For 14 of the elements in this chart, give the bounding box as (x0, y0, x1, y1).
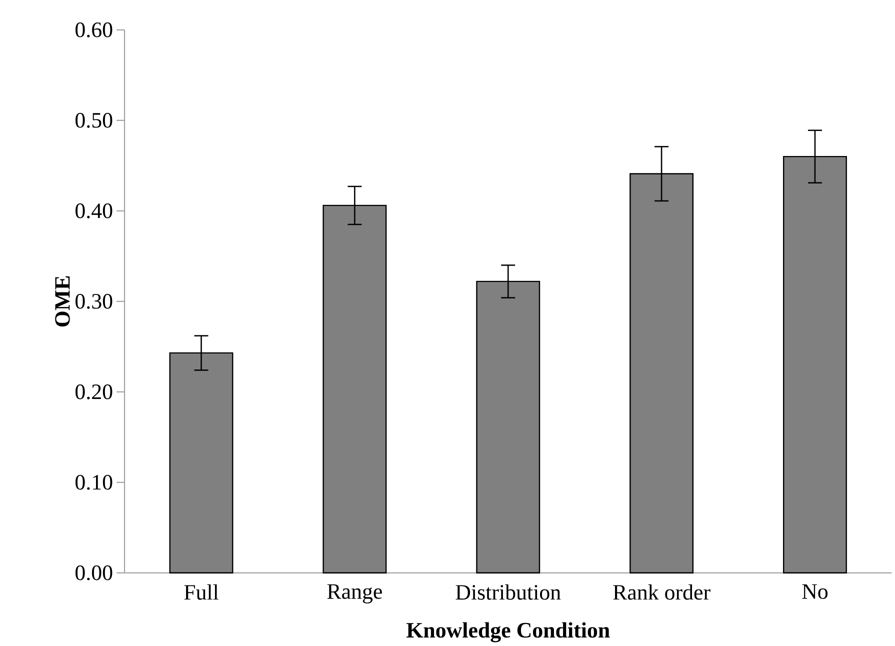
y-tick-label: 0.50 (76, 113, 112, 128)
x-tick-label: Range (327, 584, 382, 604)
x-tick-label: No (802, 584, 828, 600)
y-tick-label: 0.60 (76, 22, 112, 38)
y-tick-label: 0.00 (76, 566, 112, 581)
y-tick-label: 0.20 (76, 384, 112, 400)
y-tick-label: 0.30 (76, 294, 112, 310)
x-axis-title: Knowledge Condition (406, 622, 610, 642)
x-tick-label: Distribution (456, 584, 561, 600)
x-tick-label: Full (184, 584, 218, 600)
y-axis-title: OME (55, 276, 70, 327)
y-tick-label: 0.10 (76, 475, 112, 490)
y-tick-label: 0.40 (76, 204, 112, 219)
x-tick-label: Rank order (613, 584, 710, 600)
